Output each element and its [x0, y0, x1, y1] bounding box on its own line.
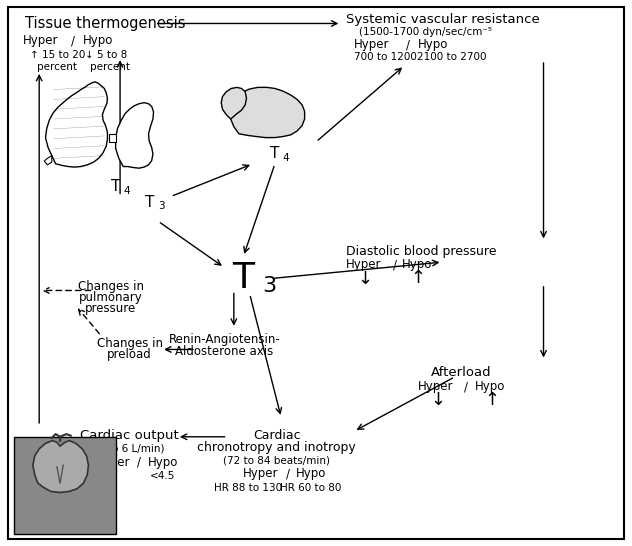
Text: /: /: [393, 258, 397, 271]
Text: /: /: [406, 38, 410, 51]
Text: Hyper: Hyper: [23, 34, 59, 48]
Text: /: /: [71, 34, 75, 48]
Text: 3: 3: [262, 276, 276, 296]
Text: HR 60 to 80: HR 60 to 80: [280, 483, 342, 492]
Text: (1500-1700 dyn/sec/cm⁻⁵: (1500-1700 dyn/sec/cm⁻⁵: [359, 27, 492, 37]
Text: Afterload: Afterload: [431, 366, 492, 379]
Text: <4.5: <4.5: [150, 471, 176, 481]
Text: percent: percent: [90, 62, 130, 72]
Text: ↓: ↓: [430, 391, 446, 409]
Text: Hyper: Hyper: [418, 380, 454, 393]
Text: Hypo: Hypo: [296, 467, 326, 480]
Text: HR 88 to 130: HR 88 to 130: [214, 483, 282, 492]
Polygon shape: [109, 134, 116, 142]
Text: Hypo: Hypo: [402, 258, 432, 271]
Text: ↑ 15 to 20: ↑ 15 to 20: [30, 50, 86, 60]
Text: Systemic vascular resistance: Systemic vascular resistance: [346, 13, 540, 26]
Text: Hypo: Hypo: [418, 38, 448, 51]
Text: ↑: ↑: [411, 270, 426, 287]
Text: T: T: [111, 179, 120, 194]
Polygon shape: [221, 87, 246, 119]
Text: /: /: [286, 467, 289, 480]
Text: Diastolic blood pressure: Diastolic blood pressure: [346, 245, 497, 258]
Text: Hyper: Hyper: [95, 456, 130, 469]
Polygon shape: [33, 441, 88, 492]
Text: (4 to 6 L/min): (4 to 6 L/min): [94, 444, 165, 454]
Text: >7: >7: [103, 471, 118, 481]
Polygon shape: [46, 82, 107, 167]
Text: /: /: [137, 456, 141, 469]
Text: Hypo: Hypo: [148, 456, 178, 469]
Text: preload: preload: [107, 348, 152, 361]
Text: T: T: [145, 194, 155, 210]
Text: Hyper: Hyper: [354, 38, 389, 51]
Text: pulmonary: pulmonary: [79, 291, 142, 304]
Text: 4: 4: [283, 153, 289, 163]
Text: percent: percent: [37, 62, 76, 72]
Text: 2100 to 2700: 2100 to 2700: [417, 52, 487, 62]
Polygon shape: [231, 87, 305, 138]
Text: Renin-Angiotensin-: Renin-Angiotensin-: [169, 333, 280, 346]
Text: Hypo: Hypo: [475, 380, 505, 393]
Text: Changes in: Changes in: [97, 337, 162, 351]
Text: Cardiac: Cardiac: [253, 429, 301, 442]
Text: Aldosterone axis: Aldosterone axis: [175, 345, 274, 358]
Text: Tissue thermogenesis: Tissue thermogenesis: [25, 16, 186, 31]
Text: 3: 3: [158, 201, 164, 211]
Text: pressure: pressure: [85, 302, 137, 315]
Text: (72 to 84 beats/min): (72 to 84 beats/min): [223, 455, 331, 465]
Text: ↑: ↑: [484, 391, 499, 409]
Text: T: T: [233, 262, 255, 295]
Bar: [14, 437, 116, 534]
Text: /: /: [465, 380, 468, 393]
Text: ↓ 5 to 8: ↓ 5 to 8: [85, 50, 128, 60]
Text: 4: 4: [124, 186, 130, 196]
Text: ↓: ↓: [358, 270, 373, 287]
Text: Cardiac output: Cardiac output: [80, 429, 179, 442]
Text: Changes in: Changes in: [78, 280, 143, 293]
Text: T: T: [270, 146, 279, 162]
Polygon shape: [116, 103, 154, 168]
Text: Hyper: Hyper: [346, 258, 381, 271]
Text: Hypo: Hypo: [83, 34, 113, 48]
Text: Hyper: Hyper: [243, 467, 278, 480]
Polygon shape: [44, 156, 52, 165]
Text: 700 to 1200: 700 to 1200: [354, 52, 416, 62]
Text: chronotropy and inotropy: chronotropy and inotropy: [197, 441, 356, 454]
